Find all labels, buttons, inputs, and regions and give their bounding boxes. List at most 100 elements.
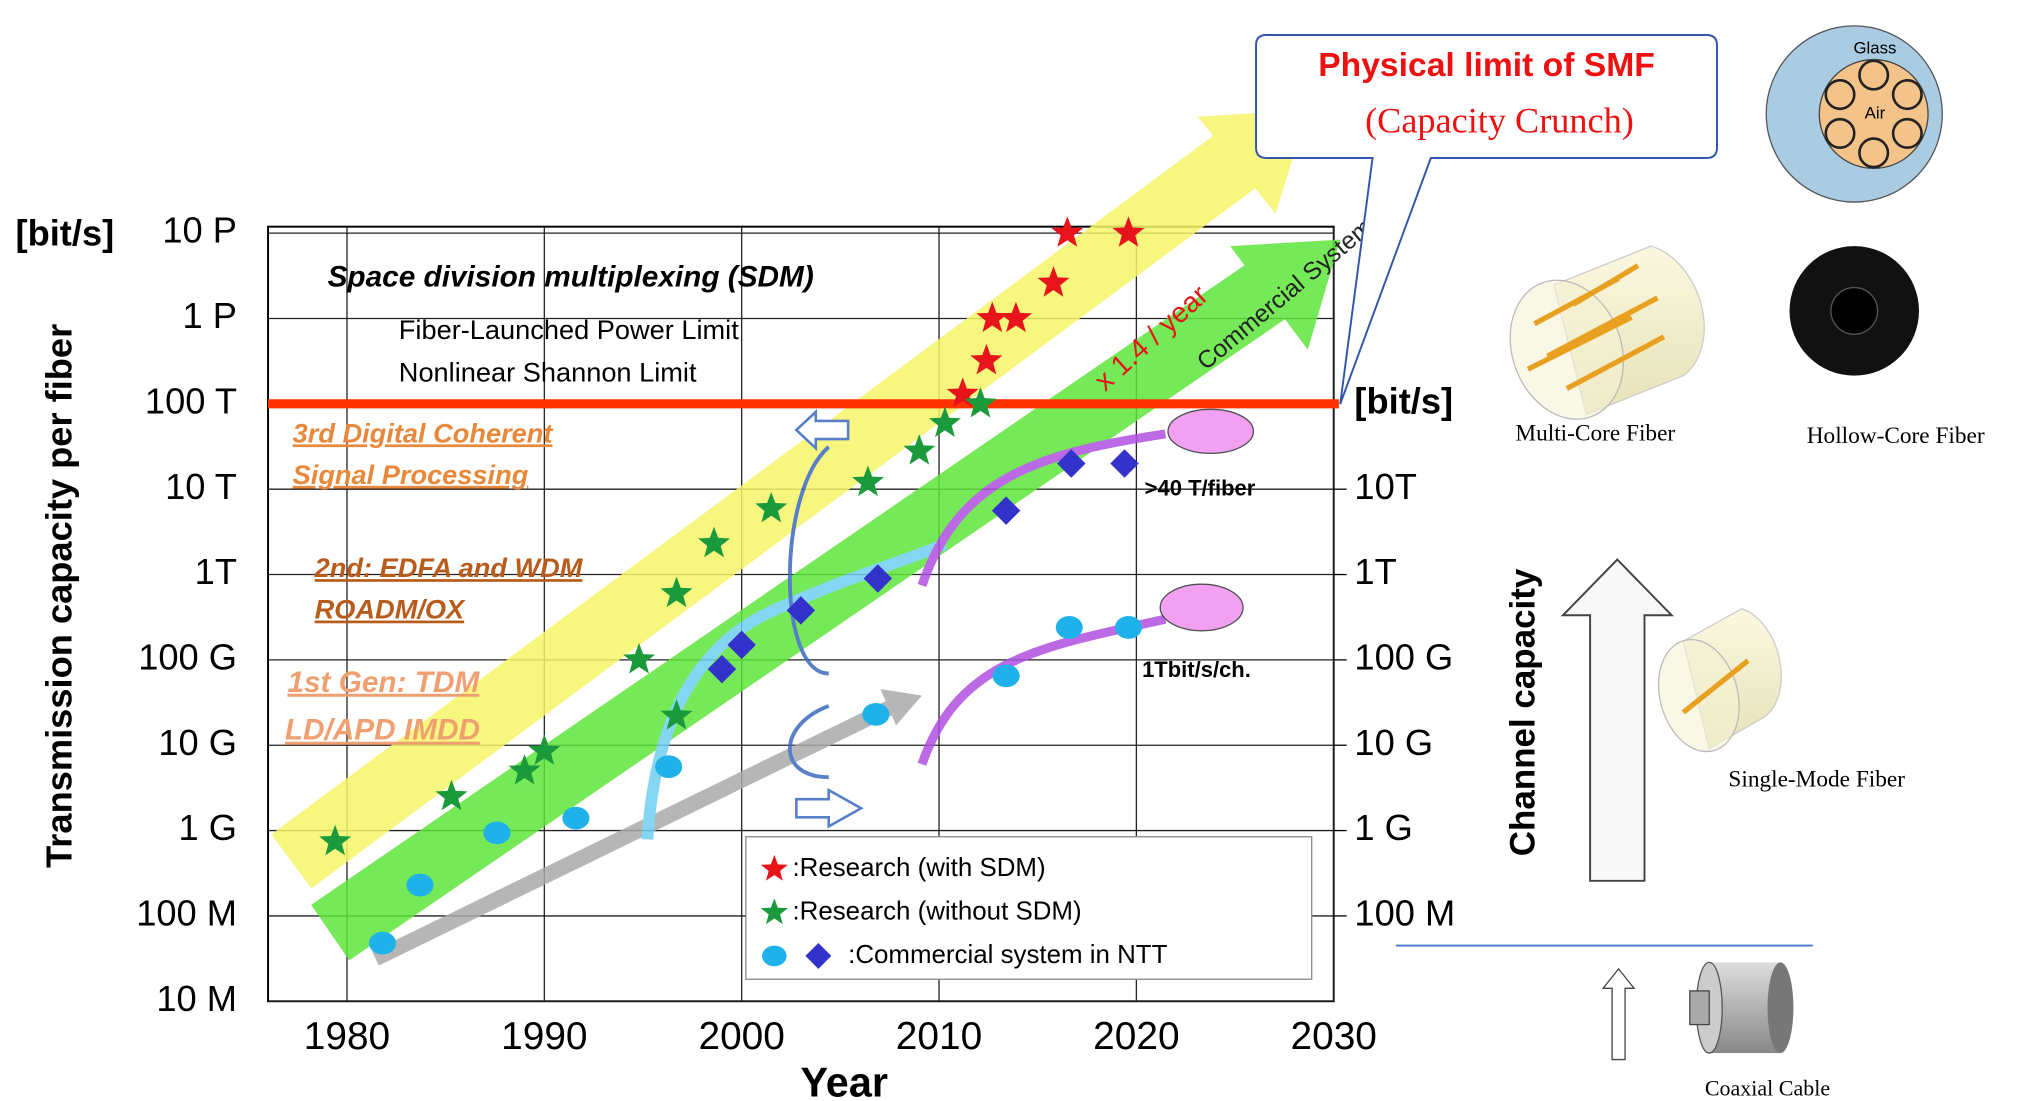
y-tick-label: 100 T [145,380,237,421]
star-marker [852,465,885,497]
cores [1526,263,1666,391]
hollow-core-fiber-diagram: Hollow-Core Fiber [1789,246,1985,449]
hole [1830,286,1879,335]
annotation: Space division multiplexing (SDM) [328,260,814,293]
coax-core [1689,990,1710,1026]
y2-unit: [bit/s] [1354,380,1453,421]
star-marker [1051,216,1084,247]
green-arrow-head [1230,239,1341,350]
star-marker [946,377,979,408]
circle-marker [862,702,890,726]
cylinder-end [1657,638,1740,753]
core [1681,658,1750,715]
y2-tick-label: 10 G [1354,722,1433,763]
x-tick-label: 2000 [698,1015,784,1058]
x-tick-label: 1990 [501,1015,587,1058]
loop-arrow [788,704,830,780]
block-arrow [795,787,864,829]
circle-marker [1055,616,1083,639]
annotation: Nonlinear Shannon Limit [399,357,697,388]
annotation: Signal Processing [293,459,529,490]
x-axis-title: Year [800,1058,888,1101]
block-arrow [794,408,850,452]
star-marker [964,387,997,418]
annotation: LD/APD IMDD [285,714,480,747]
ellipse [1167,408,1255,455]
x-tick-label: 1980 [304,1015,390,1058]
single-mode-diagram: Single-Mode Fiber [1657,608,1905,792]
y-tick-label: 100 G [138,636,237,677]
legend-label: :Research (without SDM) [792,897,1081,925]
legend-label: :Commercial system in NTT [848,941,1167,969]
loop-arrow [787,445,830,676]
circle-marker [762,945,787,967]
star-marker [623,642,656,674]
annotation: 1Tbit/s/ch. [1142,657,1251,682]
x-tick-label: 2010 [896,1015,982,1058]
label: Coaxial Cable [1705,1076,1830,1101]
label: Air [1865,103,1886,122]
star-marker [319,824,352,856]
annotation: 2nd: EDFA and WDM [314,552,584,583]
y-tick-label: 10 P [162,210,237,251]
diamond-marker [805,942,832,969]
capillaries [1824,59,1923,169]
purple-curve [917,429,1167,587]
label: Hollow-Core Fiber [1807,423,1985,449]
hollow-core-diagram: Glass Air [1765,25,1943,203]
x-tick-label: 2030 [1291,1015,1377,1058]
circle-marker [406,873,434,897]
star-marker [660,699,693,730]
star-marker [970,343,1003,375]
y-tick-label: 10 T [165,466,237,507]
star-marker [528,734,561,765]
legend-label: :Research (with SDM) [792,854,1045,882]
y2-tick-label: 100 M [1354,892,1455,933]
callout-subtitle: (Capacity Crunch) [1365,101,1634,141]
y2-tick-label: 100 G [1354,636,1453,677]
star-marker [1037,266,1070,297]
star-marker [976,301,1009,333]
circle-marker [1114,616,1143,639]
annotation: ROADM/OX [315,594,466,625]
callout-title: Physical limit of SMF [1318,47,1655,84]
diamond-marker [863,564,893,593]
star-marker [1112,216,1145,247]
y2-tick-label: 10T [1354,466,1416,507]
y-tick-label: 1T [195,551,237,592]
coaxial-diagram: Coaxial Cable [1689,961,1830,1101]
small-arrow [1601,967,1636,1061]
y-axis-title: Transmission capacity per fiber [39,324,80,868]
coax-end [1767,962,1794,1054]
star-marker [903,434,936,465]
y-unit: [bit/s] [16,212,115,253]
y-tick-label: 10 M [156,978,237,1019]
gray-arrow [372,698,897,966]
gray-arrow-head [880,689,922,726]
star-marker [760,898,788,925]
annotation: Fiber-Launched Power Limit [399,314,739,345]
label: Multi-Core Fiber [1515,421,1675,447]
circle-marker [655,755,683,779]
star-marker [698,526,731,558]
y-tick-label: 10 G [158,722,237,763]
star-marker [755,491,788,523]
diamond-marker [1057,449,1086,478]
star-marker [1000,301,1033,333]
x-tick-label: 2020 [1093,1015,1179,1058]
annotation: 3rd Digital Coherent [293,417,554,448]
circle-marker [562,806,590,830]
y2-tick-label: 1 G [1354,807,1412,848]
y-tick-label: 1 G [179,807,237,848]
diamond-marker [1110,449,1139,478]
legend-box [745,836,1313,980]
ellipse [1159,583,1244,632]
multi-core-diagram: Multi-Core Fiber [1509,245,1705,447]
y-tick-label: 1 P [183,295,237,336]
star-marker [435,779,468,811]
circle-marker [992,664,1020,688]
circle-marker [483,821,511,845]
capacity-arrow [1560,558,1674,882]
star-marker [760,854,788,881]
circle-marker [368,931,397,955]
